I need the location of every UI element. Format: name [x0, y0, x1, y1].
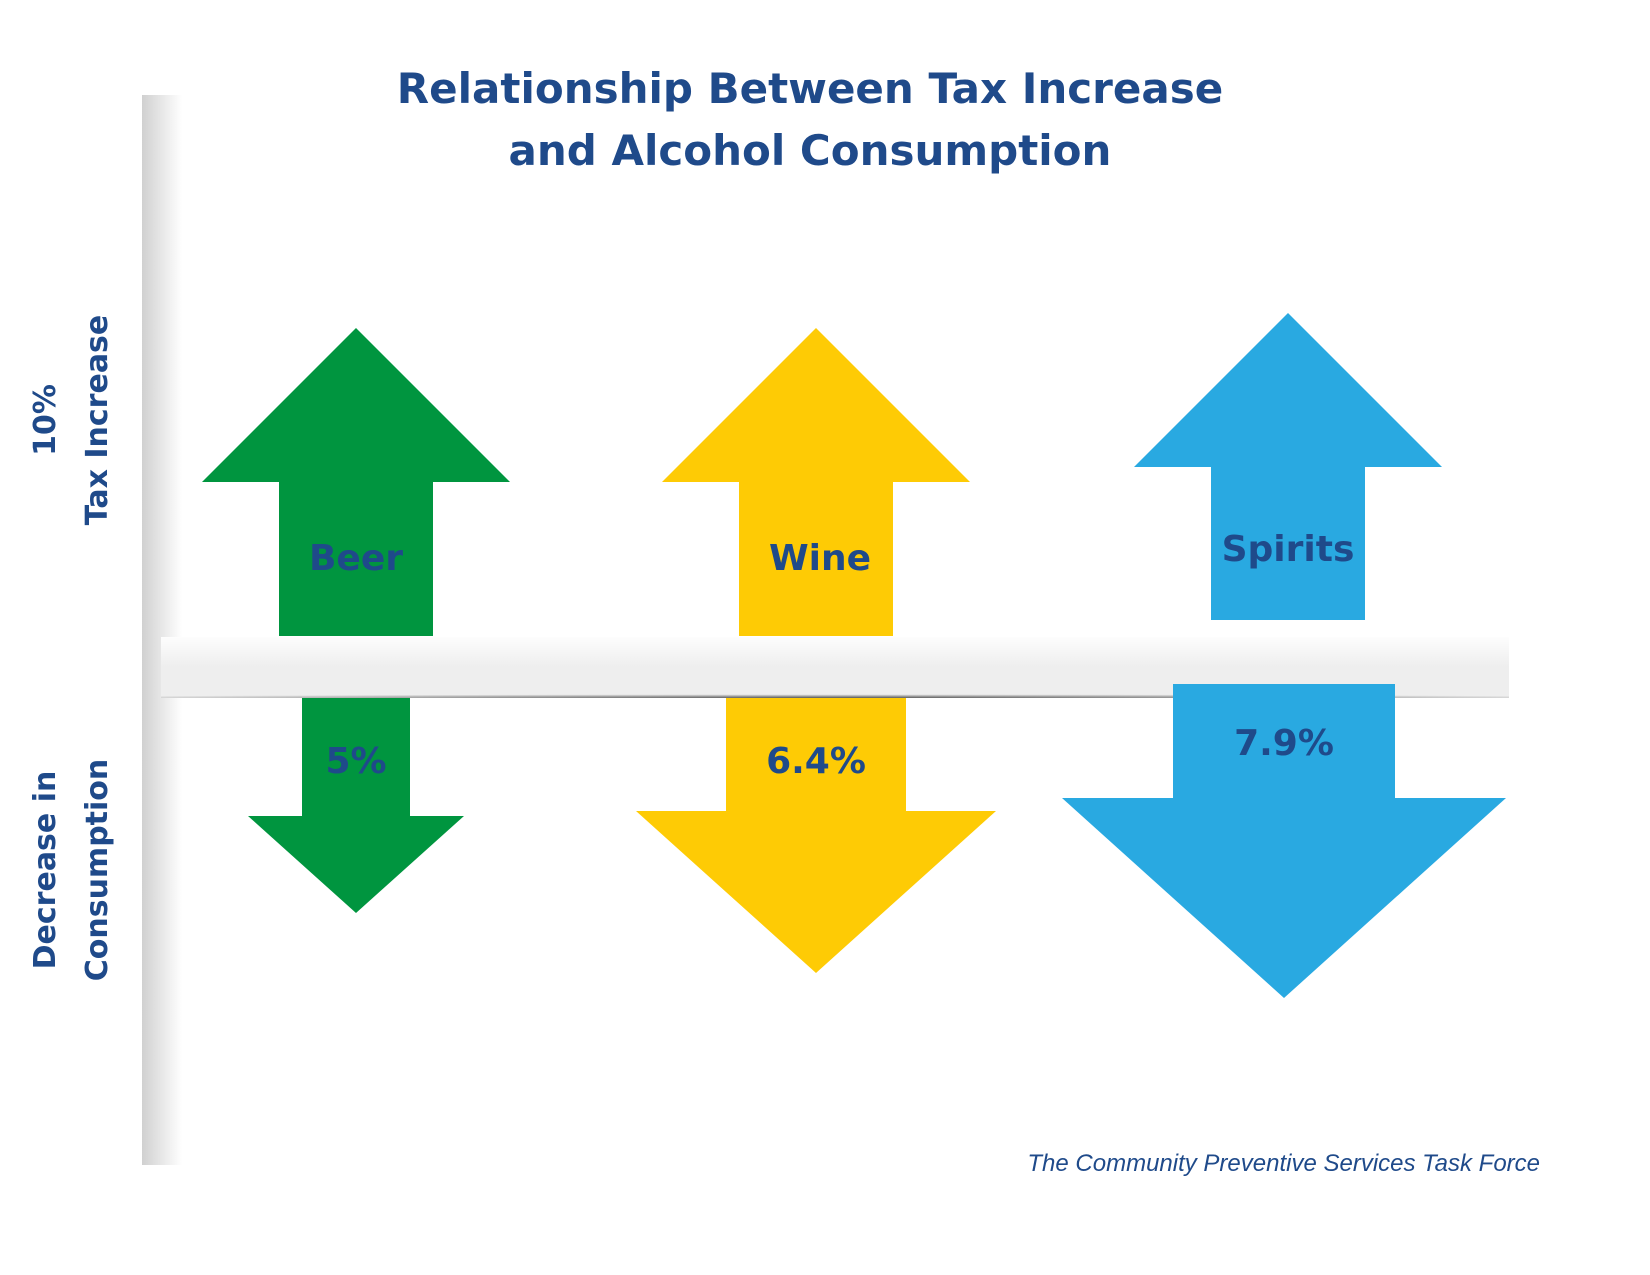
vertical-axis-shadow	[142, 95, 182, 1165]
down-arrow-beer	[248, 698, 464, 913]
title-line-2: and Alcohol Consumption	[508, 126, 1112, 175]
baseline-highlight	[161, 637, 1509, 667]
decrease-label-wine: 6.4%	[766, 741, 866, 782]
up-arrow-wine	[662, 328, 970, 636]
category-label-beer: Beer	[309, 538, 403, 579]
down-arrow-spirits	[1062, 684, 1506, 998]
source-credit: The Community Preventive Services Task F…	[1027, 1150, 1540, 1177]
up-arrow-beer	[202, 328, 510, 636]
up-arrow-spirits	[1134, 313, 1442, 620]
decrease-label-spirits: 7.9%	[1234, 723, 1334, 764]
category-label-spirits: Spirits	[1222, 529, 1355, 570]
down-arrow-wine	[636, 698, 996, 973]
title-line-1: Relationship Between Tax Increase	[396, 64, 1224, 113]
chart-title: Relationship Between Tax Increase and Al…	[0, 58, 1620, 182]
decrease-label-beer: 5%	[325, 741, 386, 782]
category-label-wine: Wine	[769, 538, 871, 579]
